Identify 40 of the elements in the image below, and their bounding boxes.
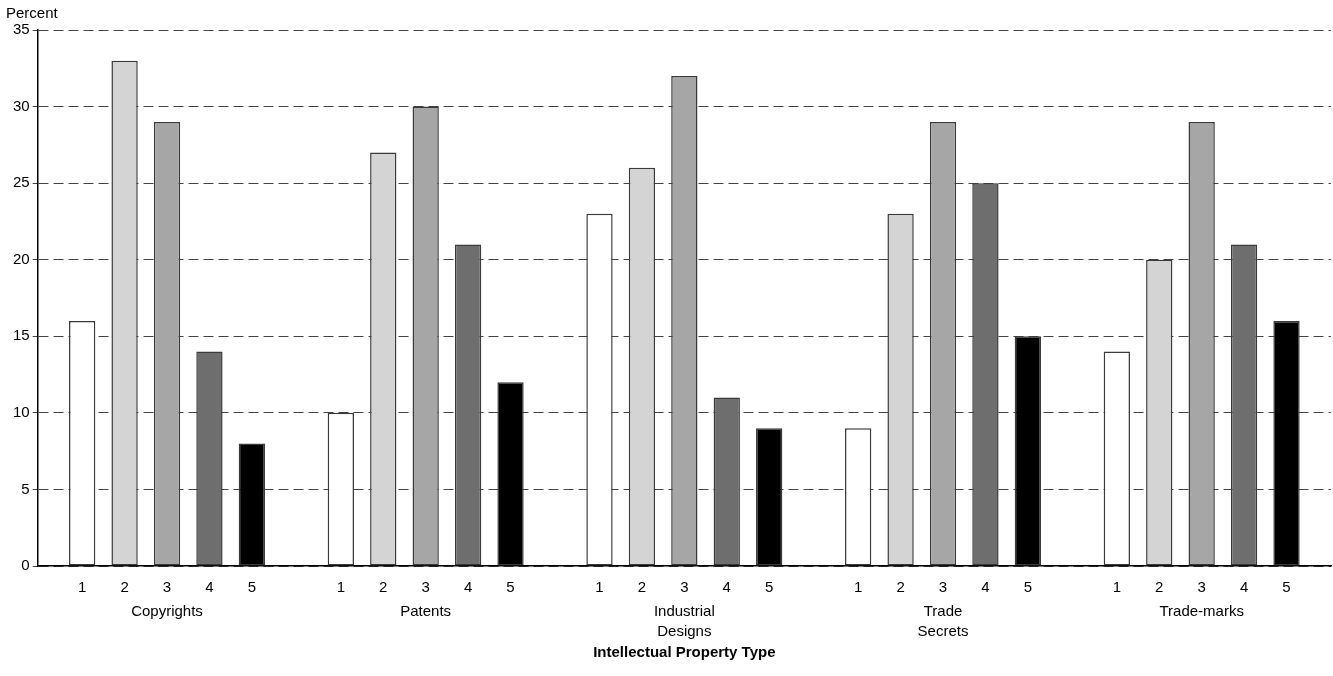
y-tick-label: 20: [13, 249, 30, 267]
series-label: 4: [205, 577, 214, 595]
text: 2: [637, 577, 647, 595]
text: 3: [680, 577, 689, 595]
text: 1: [853, 577, 863, 595]
x-axis-title: Intellectual Property Type: [593, 643, 776, 661]
text: 5: [506, 577, 515, 595]
text: 3: [1197, 577, 1206, 595]
text: 4: [463, 577, 473, 595]
y-tick-label: 25: [13, 173, 30, 191]
text: 2: [896, 577, 905, 595]
text: 4: [1239, 577, 1249, 595]
series-label: 1: [78, 577, 87, 595]
series-label: 3: [162, 577, 172, 595]
text: 1: [1112, 577, 1121, 595]
y-tick-label: 0: [21, 556, 30, 574]
x-tick-label: Trade Secrets: [917, 601, 969, 639]
y-tick-label: 30: [13, 96, 30, 114]
text: 3: [421, 577, 430, 595]
text: 4: [981, 577, 990, 595]
x-tick-label: Patents: [400, 601, 452, 619]
y-tick-label: 5: [21, 479, 30, 497]
x-tick-label: Trade-marks: [1159, 601, 1244, 619]
x-tick-label: Copyrights: [131, 601, 203, 619]
text: 1: [595, 577, 604, 595]
y-tick-label: 10: [13, 403, 30, 420]
text: 1: [336, 577, 346, 595]
y-tick-label: 35: [13, 20, 30, 38]
series-label: 2: [120, 577, 129, 595]
x-tick-label: Industrial Designs: [653, 601, 715, 639]
text: 2: [379, 577, 388, 595]
text: 3: [938, 577, 948, 595]
y-axis-title: Percent: [6, 4, 58, 21]
series-label: 5: [247, 577, 257, 595]
text: 5: [1282, 577, 1291, 595]
text: 5: [1023, 577, 1033, 595]
text: 2: [1155, 577, 1164, 595]
text: 5: [765, 577, 774, 595]
text: 4: [722, 577, 731, 595]
y-tick-label: 15: [13, 326, 30, 344]
